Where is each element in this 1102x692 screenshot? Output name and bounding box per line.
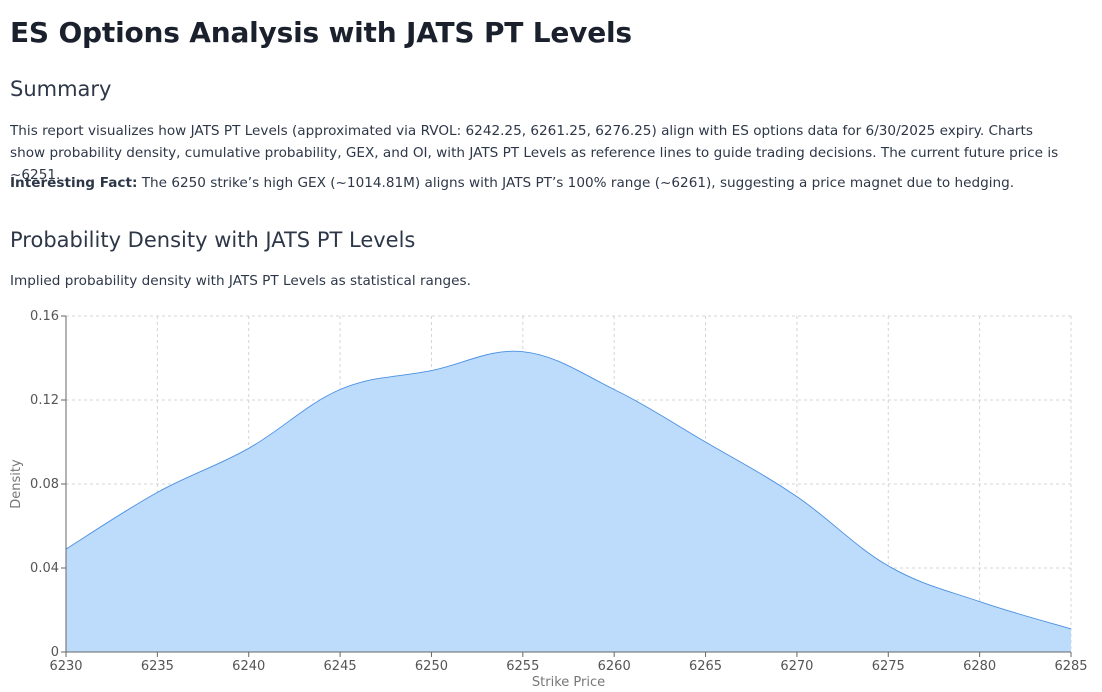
y-tick-label: 0.08 (30, 477, 59, 492)
summary-heading: Summary (10, 77, 112, 101)
y-tick-label: 0.12 (30, 393, 59, 408)
chart-area-layer (65, 350, 1072, 652)
x-tick-label: 6285 (1054, 659, 1087, 674)
interesting-fact: Interesting Fact: The 6250 strike’s high… (10, 172, 1070, 194)
summary-text: This report visualizes how JATS PT Level… (10, 123, 1059, 183)
density-chart: 6230 6235 6240 6245 6250 6255 6260 6265 6270 6275… (9, 309, 1088, 690)
y-tick-label: 0 (51, 645, 59, 660)
x-tick-label: 6245 (324, 659, 357, 674)
y-tick-label: 0.16 (30, 309, 59, 324)
x-tick-label: 6280 (963, 659, 996, 674)
interesting-fact-label: Interesting Fact: (10, 175, 138, 191)
x-tick-label: 6235 (141, 659, 174, 674)
chart-axes (61, 315, 1072, 657)
x-tick-label: 6265 (689, 659, 722, 674)
interesting-fact-text: The 6250 strike’s high GEX (~1014.81M) a… (137, 175, 1015, 191)
y-axis-title: Density (9, 459, 24, 509)
x-tick-label: 6270 (780, 659, 813, 674)
density-area (66, 351, 1071, 652)
density-description: Implied probability density with JATS PT… (10, 273, 471, 289)
x-tick-label: 6260 (598, 659, 631, 674)
chart-labels: 6230 6235 6240 6245 6250 6255 6260 6265 6270 6275… (9, 309, 1088, 690)
x-tick-label: 6250 (415, 659, 448, 674)
density-heading: Probability Density with JATS PT Levels (10, 228, 416, 252)
x-tick-label: 6230 (49, 659, 82, 674)
x-axis-title: Strike Price (532, 675, 605, 690)
x-tick-label: 6255 (506, 659, 539, 674)
y-tick-label: 0.04 (30, 561, 59, 576)
x-tick-label: 6275 (872, 659, 905, 674)
page-title: ES Options Analysis with JATS PT Levels (10, 16, 632, 49)
density-line (65, 350, 1072, 630)
x-tick-label: 6240 (232, 659, 265, 674)
